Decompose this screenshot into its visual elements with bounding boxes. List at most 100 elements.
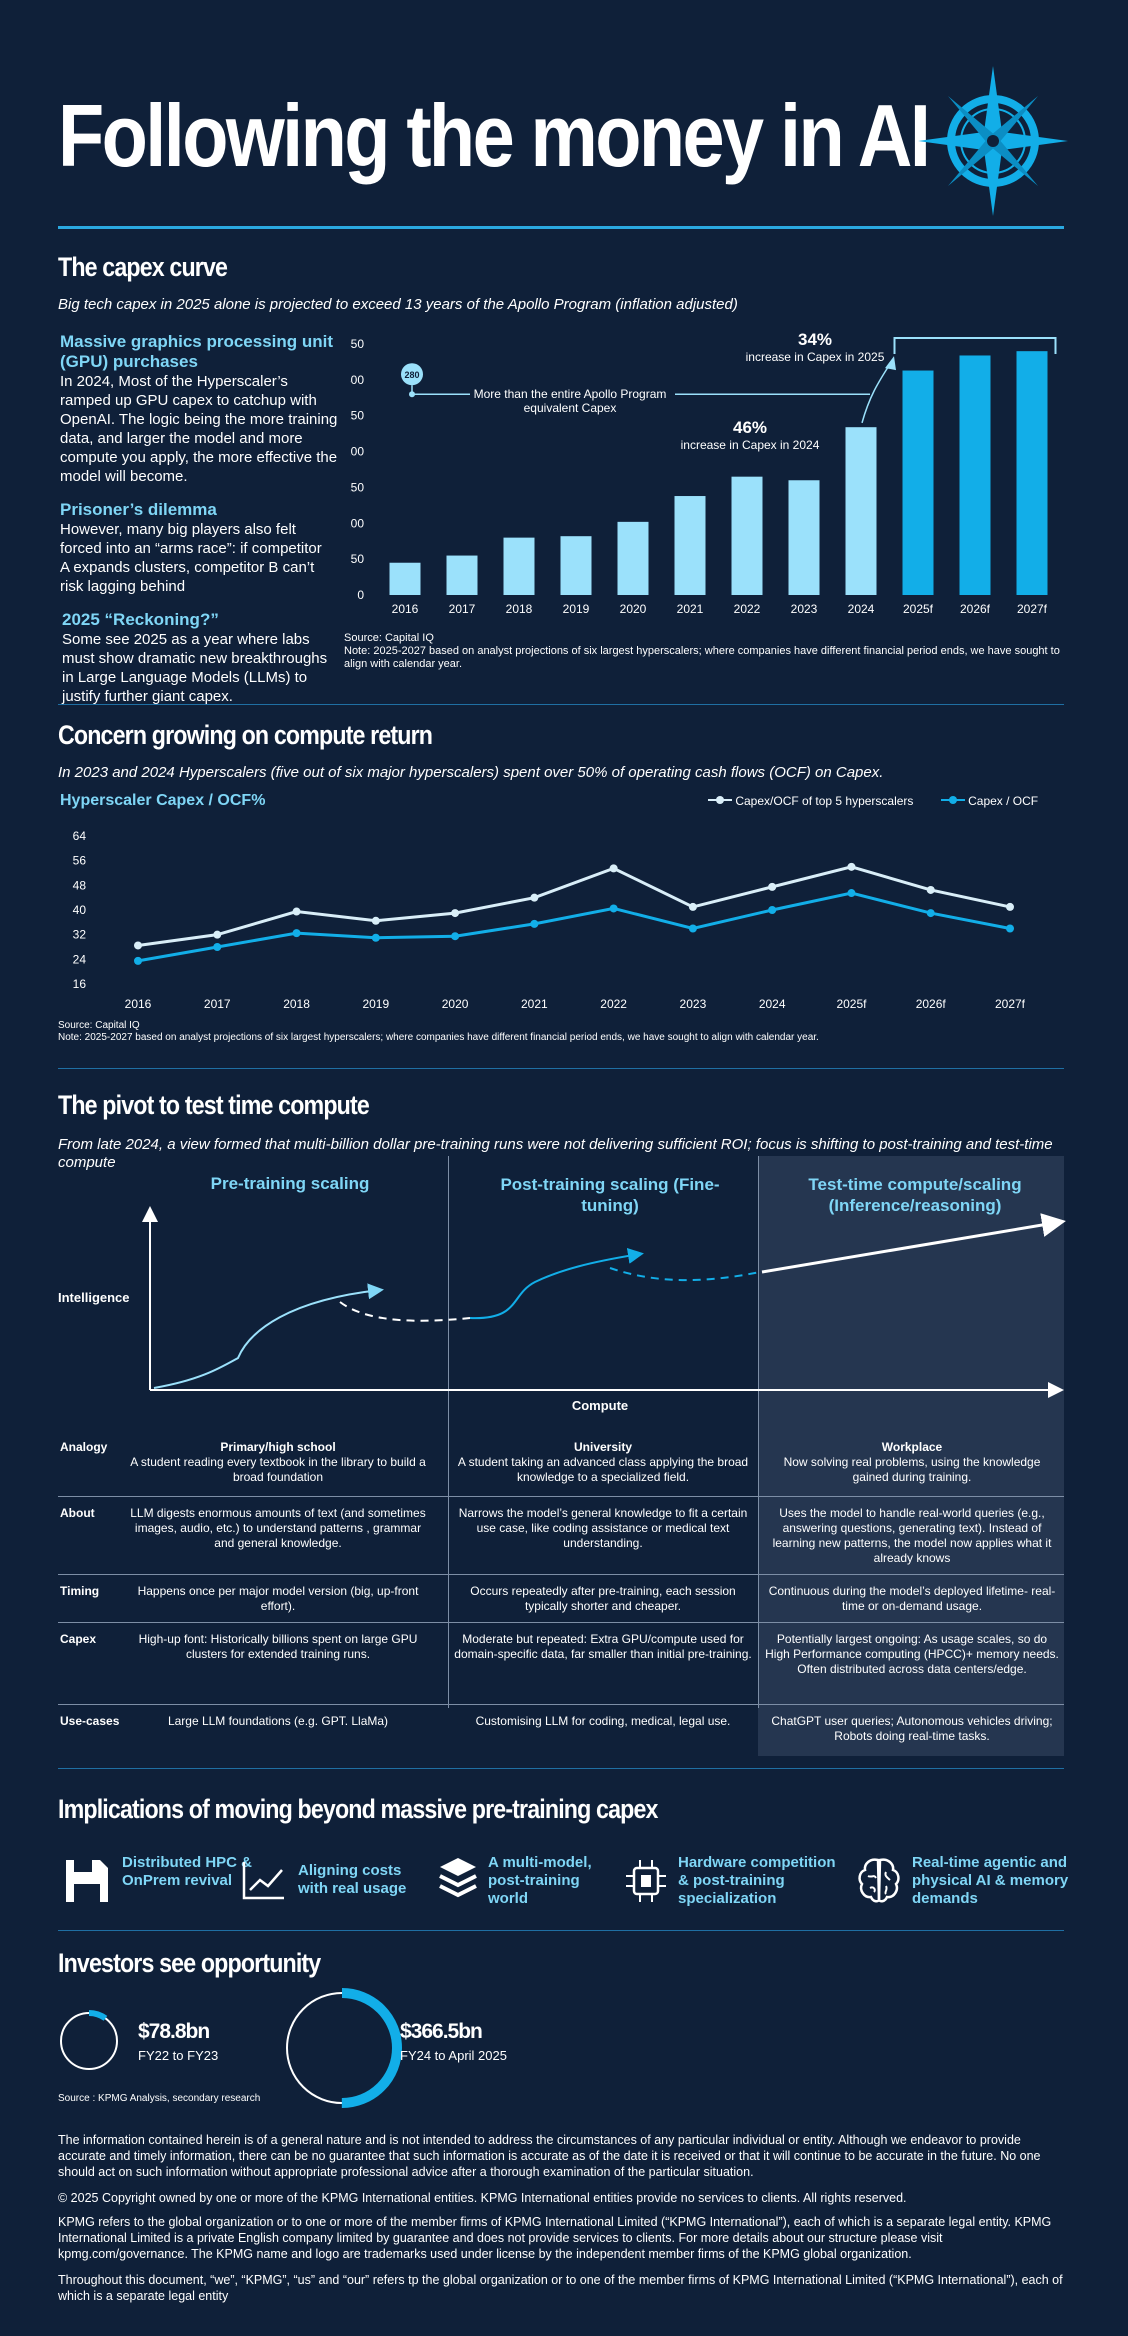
investment-donut-2 (282, 1988, 402, 2108)
capex-bar (446, 555, 478, 595)
donut-fill (282, 1988, 402, 2108)
legend-item-all: Capex / OCF (940, 794, 1038, 808)
implication-item: Distributed HPC & OnPrem revival (62, 1854, 252, 1910)
y-tick-label: 250 (350, 409, 364, 423)
save-disk-icon (66, 1860, 108, 1902)
capex-source: Source: Capital IQ (344, 632, 434, 644)
table-cell-text: A student taking an advanced class apply… (457, 1455, 749, 1484)
column-title-posttraining: Post-training scaling (Fine-tuning) (500, 1175, 720, 1215)
table-cell: LLM digests enormous amounts of text (an… (128, 1506, 428, 1551)
y-tick-label: 350 (350, 337, 364, 351)
y-tick-label: 48 (73, 878, 87, 892)
table-row-label: Analogy (60, 1440, 108, 1454)
implication-label: A multi-model, post-training world (488, 1854, 592, 1907)
trend-line-icon (242, 1862, 284, 1900)
table-cell: Narrows the model’s general knowledge to… (454, 1506, 752, 1551)
pretraining-plateau (339, 1301, 471, 1322)
legend-marker-all (940, 796, 965, 804)
posttraining-curve (469, 1247, 644, 1320)
capex-block-heading: Prisoner’s dilemma (60, 500, 217, 519)
series-line-all (137, 891, 1011, 963)
ocf-source: Source: Capital IQ (58, 1020, 140, 1031)
table-cell: High-up font: Historically billions spen… (128, 1632, 428, 1662)
table-row-divider (58, 1704, 1064, 1705)
series-line-top5 (137, 865, 1011, 947)
investors-heading: Investors see opportunity (58, 1948, 321, 1978)
column-title-testtime: Test-time compute/scaling (Inference/rea… (808, 1175, 1022, 1215)
capex-block-heading: Massive graphics processing unit (GPU) p… (60, 332, 334, 371)
investors-source: Source : KPMG Analysis, secondary resear… (58, 2093, 261, 2104)
capex-block-dilemma: Prisoner’s dilemma However, many big pla… (60, 500, 360, 596)
capex-bar (731, 476, 763, 595)
series-point (768, 882, 777, 891)
table-cell: Happens once per major model version (bi… (128, 1584, 428, 1614)
table-row-label: Use-cases (60, 1714, 120, 1728)
capex-block-text: However, many big players also felt forc… (60, 521, 322, 595)
section-divider (58, 1930, 1064, 1931)
ocf-chart-title: Hyperscaler Capex / OCF% (60, 792, 266, 809)
table-cell-text: Potentially largest ongoing: As usage sc… (765, 1632, 1059, 1676)
apollo-pin-value: 280 (404, 370, 419, 380)
pct-2024-value: 46% (732, 418, 768, 437)
series-point (292, 907, 301, 916)
capex-note: Note: 2025-2027 based on analyst project… (344, 645, 1060, 670)
page-title: Following the money in AI (58, 86, 931, 185)
table-cell: Continuous during the model’s deployed l… (764, 1584, 1060, 1614)
capex-bar (617, 521, 649, 595)
capex-bar (674, 496, 706, 595)
series-point (371, 933, 380, 942)
y-tick-label: 16 (73, 977, 87, 991)
capex-block-text: Some see 2025 as a year where labs must … (62, 631, 328, 705)
x-tick-label: 2016 (392, 602, 419, 616)
legal-copyright: © 2025 Copyright owned by one or more of… (58, 2191, 907, 2205)
series-point (451, 932, 460, 941)
capex-block-gpu: Massive graphics processing unit (GPU) p… (60, 332, 360, 486)
legend-marker-top5 (708, 796, 732, 804)
pct-2025-annotation: 34% increase in Capex in 2025 (745, 330, 885, 364)
column-divider (758, 1156, 759, 1708)
capex-bar (389, 562, 421, 595)
series-point (1006, 924, 1014, 933)
table-cell-text: Uses the model to handle real-world quer… (772, 1506, 1052, 1565)
capex-block-text: In 2024, Most of the Hyperscaler’s rampe… (60, 373, 338, 485)
brain-icon (858, 1858, 900, 1903)
table-cell: Primary/high school A student reading eve… (128, 1440, 428, 1485)
ocf-heading: Concern growing on compute return (58, 720, 433, 750)
y-tick-label: 64 (73, 829, 87, 843)
table-cell-text: Happens once per major model version (bi… (137, 1584, 419, 1613)
series-point (451, 909, 460, 918)
table-cell-heading: Primary/high school (220, 1440, 336, 1454)
table-cell-text: Large LLM foundations (e.g. GPT. LlaMa) (167, 1714, 389, 1728)
series-point (371, 916, 380, 925)
series-point (1006, 902, 1014, 911)
x-tick-label: 2020 (442, 997, 469, 1011)
pivot-subtitle: From late 2024, a view formed that multi… (58, 1136, 1053, 1171)
series-point (609, 864, 618, 873)
table-row-label: Timing (60, 1584, 100, 1598)
x-tick-label: 2016 (125, 997, 152, 1011)
donut-track (60, 2012, 118, 2070)
x-tick-label: 2026f (960, 602, 991, 616)
table-bottom-rule (58, 1768, 1064, 1769)
series-point (688, 902, 697, 911)
legend-label-top5: Capex/OCF of top 5 hyperscalers (735, 794, 914, 808)
testtime-line (761, 1213, 1066, 1274)
x-tick-label: 2025f (836, 997, 867, 1011)
implication-label: Distributed HPC & OnPrem revival (122, 1854, 253, 1889)
series-point (213, 943, 222, 951)
table-cell: Workplace Now solving real problems, usin… (764, 1440, 1060, 1485)
series-point (926, 909, 935, 918)
implication-item: Hardware competition & post-training spe… (624, 1854, 844, 1910)
capex-bar (845, 427, 877, 595)
ocf-note: Note: 2025-2027 based on analyst project… (58, 1032, 819, 1043)
capex-bar (902, 370, 934, 595)
series-point (530, 893, 539, 902)
x-tick-label: 2025f (903, 602, 934, 616)
legal-kpmg-structure: KPMG refers to the global organization o… (58, 2215, 1052, 2261)
implication-item: Real-time agentic and physical AI & memo… (856, 1854, 1068, 1910)
capex-bar-chart: 0 50 100 150 200 250 300 350 2016 2017 2018 2019 202… (350, 337, 1057, 616)
table-cell-text: A student reading every textbook in the … (130, 1455, 426, 1484)
implication-label: Aligning costs with real usage (298, 1862, 407, 1897)
x-tick-label: 2021 (677, 602, 704, 616)
implications-heading: Implications of moving beyond massive pr… (58, 1794, 658, 1824)
